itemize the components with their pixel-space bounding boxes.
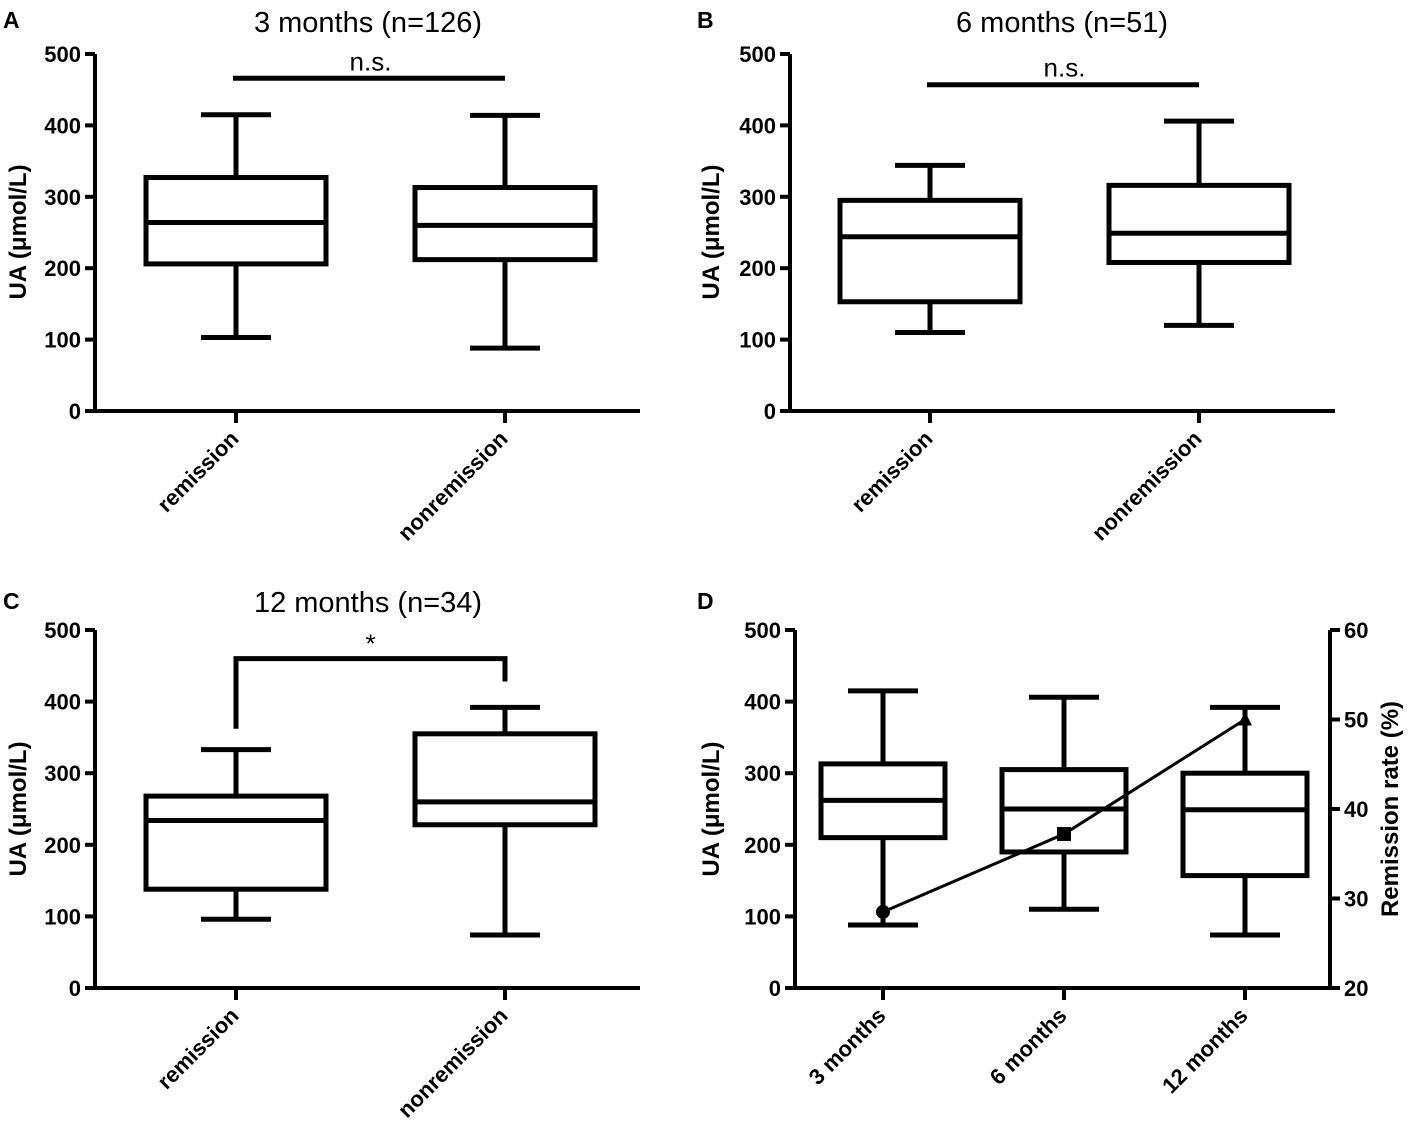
iqr-box [837, 197, 1023, 305]
y-tick-label: 0 [769, 976, 781, 1001]
y-axis-label: UA (μmol/L) [698, 741, 725, 876]
panel-label: B [697, 7, 714, 33]
y-tick-label: 300 [44, 761, 81, 786]
x-tick-label: remission [846, 426, 937, 517]
x-tick-label: 12 months [1157, 1003, 1252, 1098]
iqr-box [143, 793, 329, 892]
y-tick-label: 500 [739, 42, 776, 67]
y-tick-label: 500 [744, 618, 781, 643]
chart-title: 6 months (n=51) [956, 7, 1168, 39]
y-tick-label: 100 [44, 328, 81, 353]
significance-annotation: * [233, 629, 508, 729]
panel-b: B 6 months (n=51) 0 100 200 300 400 500 UA (μmol… [697, 7, 1335, 546]
panel-c: C 12 months (n=34) 0 100 200 300 400 500 UA (μmo… [3, 587, 640, 1123]
y2-tick-label: 20 [1344, 976, 1368, 1001]
y-tick-label: 200 [44, 833, 81, 858]
significance-bracket [233, 656, 508, 729]
y-tick-label: 0 [69, 399, 81, 424]
significance-label: n.s. [350, 46, 392, 76]
box-plot-remission [143, 112, 329, 340]
box-plot-nonremission [412, 704, 598, 938]
y-tick-label: 200 [44, 256, 81, 281]
x-tick-label: nonremission [393, 426, 513, 546]
y2-tick-label: 60 [1344, 618, 1368, 643]
y-axis-label: UA (μmol/L) [5, 164, 32, 299]
y-tick-label: 500 [44, 618, 81, 643]
y-tick-label: 0 [764, 399, 776, 424]
remission-rate-series [876, 711, 1252, 919]
x-tick-label: remission [152, 426, 243, 517]
x-tick-label: remission [152, 1003, 243, 1094]
y-tick-label: 0 [69, 976, 81, 1001]
y-tick-label: 200 [739, 256, 776, 281]
box-plot-remission [143, 747, 329, 922]
chart-title: 3 months (n=126) [254, 7, 482, 39]
y-tick-label: 400 [44, 113, 81, 138]
y-tick-label: 200 [744, 833, 781, 858]
y-axis-label: UA (μmol/L) [698, 164, 725, 299]
box-plot-12-months [1180, 704, 1310, 938]
panel-label: D [697, 588, 714, 614]
x-tick-label: nonremission [1087, 426, 1207, 546]
panel-a: A 3 months (n=126) 0 100 200 300 400 500 UA (μmo… [3, 7, 640, 546]
x-tick-label: 3 months [804, 1003, 891, 1090]
data-point-circle [876, 904, 890, 919]
y-tick-label: 400 [739, 113, 776, 138]
box-plot-6-months [999, 694, 1129, 912]
y-tick-label: 100 [739, 328, 776, 353]
x-tick-label: nonremission [393, 1003, 513, 1123]
y-tick-label: 300 [44, 185, 81, 210]
significance-label: n.s. [1044, 53, 1086, 83]
x-tick-label: 6 months [985, 1003, 1072, 1090]
panel-label: C [3, 588, 20, 614]
y-tick-label: 500 [44, 42, 81, 67]
iqr-box [1180, 770, 1310, 879]
panel-label: A [3, 7, 20, 33]
significance-label: * [365, 629, 375, 659]
significance-annotation: n.s. [927, 53, 1199, 88]
y2-axis-label: Remission rate (%) [1377, 701, 1404, 917]
y-tick-label: 400 [744, 690, 781, 715]
y-tick-label: 300 [744, 761, 781, 786]
box-plot-nonremission [1106, 118, 1292, 328]
y-axis-label: UA (μmol/L) [5, 741, 32, 876]
chart-title: 12 months (n=34) [254, 587, 482, 619]
y-tick-label: 300 [739, 185, 776, 210]
y2-tick-label: 50 [1344, 708, 1368, 733]
y-tick-label: 400 [44, 690, 81, 715]
significance-annotation: n.s. [233, 46, 505, 81]
y2-tick-label: 40 [1344, 797, 1368, 822]
y-tick-label: 100 [44, 904, 81, 929]
iqr-box [412, 731, 598, 828]
data-point-square [1057, 827, 1071, 842]
box-plot-nonremission [412, 112, 598, 351]
iqr-box [1106, 182, 1292, 265]
box-plot-3-months [818, 688, 948, 928]
data-point-triangle [1238, 711, 1252, 726]
panel-d: D 0 100 200 300 400 500 UA (μmol/L) 3 months 6 mo… [697, 588, 1404, 1098]
box-plot-remission [837, 162, 1023, 335]
y2-tick-label: 30 [1344, 887, 1368, 912]
y-tick-label: 100 [744, 904, 781, 929]
